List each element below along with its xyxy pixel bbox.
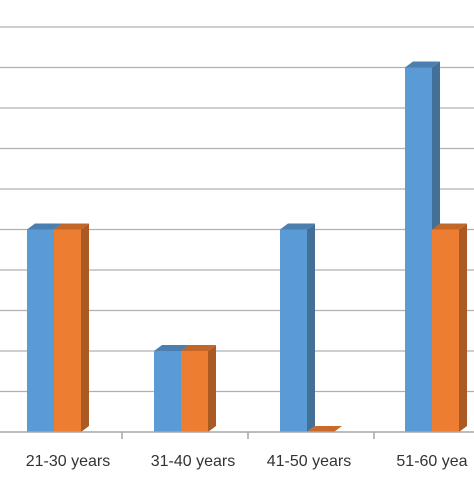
bar-front [181, 351, 208, 432]
bar-side [81, 223, 89, 432]
bar-front [27, 229, 54, 432]
bars [27, 61, 467, 432]
bar-side [459, 223, 467, 432]
bar-front [154, 351, 181, 432]
bar-top [54, 223, 89, 230]
x-tick-label: 41-50 years [267, 453, 352, 470]
bar-front [432, 229, 459, 432]
bar-top [280, 223, 315, 230]
bar-top [307, 426, 342, 432]
bar-front [280, 229, 307, 432]
bar [307, 426, 342, 432]
x-tick-label: 31-40 years [151, 453, 236, 470]
x-tick-labels: 21-30 years 31-40 years 41-50 years 51-60 y… [26, 453, 468, 470]
x-axis [0, 431, 474, 439]
bar-top [181, 345, 216, 351]
x-tick-label: 21-30 years [26, 453, 111, 470]
x-tick-label: 51-60 yea [396, 453, 467, 470]
bar [54, 223, 89, 432]
bar-side [208, 345, 216, 432]
bar-front [54, 229, 81, 432]
bar-top [405, 61, 440, 68]
bar [280, 223, 315, 432]
bar-top [154, 345, 189, 351]
bar-top [27, 223, 62, 230]
bar [181, 345, 216, 432]
bar-top [432, 223, 467, 230]
bar [432, 223, 467, 432]
bar-side [307, 223, 315, 432]
bar-front [405, 67, 432, 432]
